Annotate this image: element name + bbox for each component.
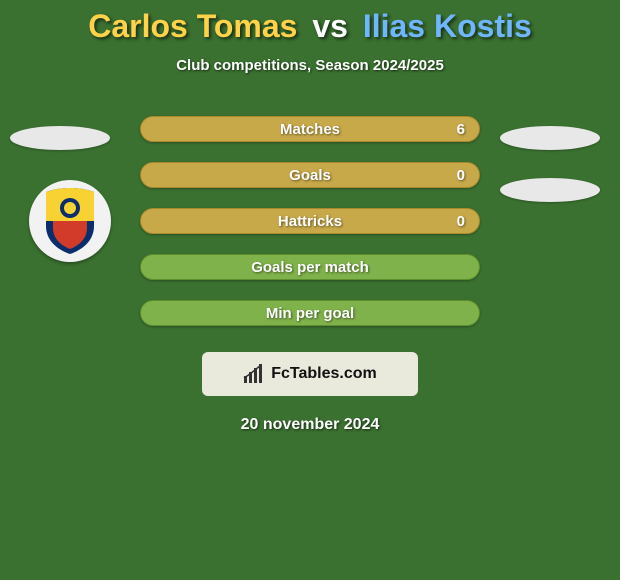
date-text: 20 november 2024 [0,416,620,434]
stat-bar: Goals per match [140,254,480,280]
footer-brand-box: FcTables.com [202,352,418,396]
player1-name: Carlos Tomas [88,8,297,44]
stat-bar-label: Goals [289,167,331,184]
stat-bar: Matches 6 [140,116,480,142]
stat-bar-value: 0 [457,213,465,230]
club-crest [29,180,111,262]
side-ellipse [10,126,110,150]
stat-bar: Hattricks 0 [140,208,480,234]
stat-bar: Goals 0 [140,162,480,188]
stat-bar-label: Goals per match [251,259,369,276]
player2-name: Ilias Kostis [363,8,532,44]
bar-chart-icon [243,364,265,384]
stat-bar-label: Hattricks [278,213,342,230]
vs-text: vs [312,8,348,44]
stat-bar-label: Min per goal [266,305,354,322]
stat-bar: Min per goal [140,300,480,326]
club-crest-icon [40,186,100,256]
stat-bar-value: 0 [457,167,465,184]
stat-bar-label: Matches [280,121,340,138]
stat-bar-value: 6 [457,121,465,138]
side-ellipse [500,126,600,150]
footer-brand-text: FcTables.com [271,365,377,383]
side-ellipse [500,178,600,202]
subtitle: Club competitions, Season 2024/2025 [0,57,620,74]
comparison-title: Carlos Tomas vs Ilias Kostis [0,0,620,45]
